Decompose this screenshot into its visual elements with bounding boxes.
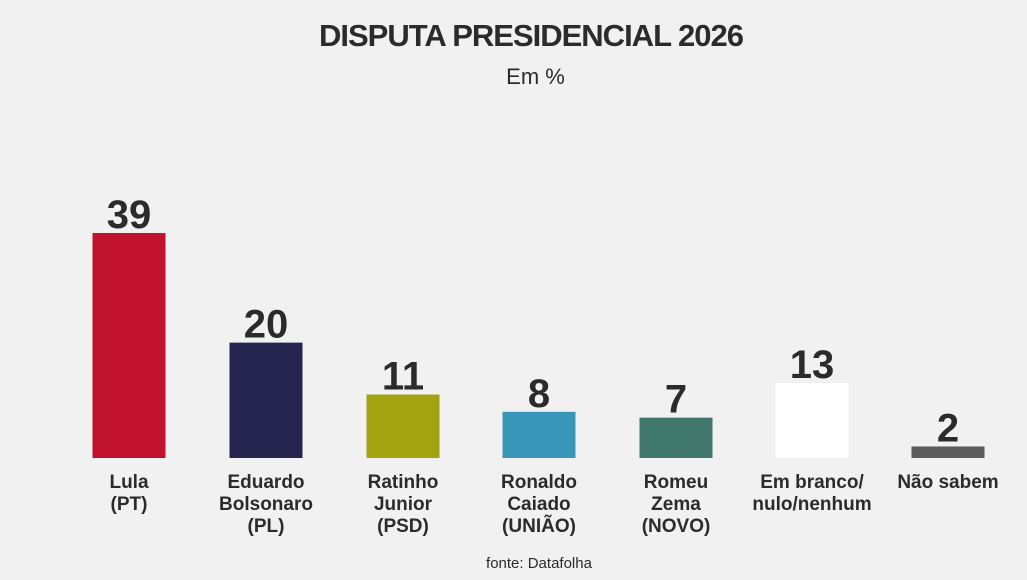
value-label: 13: [790, 343, 835, 387]
bar: [911, 446, 985, 458]
category-label-line: Ronaldo: [501, 472, 577, 493]
category-label-line: (PL): [248, 516, 285, 537]
category-label: Lula (PT): [109, 472, 148, 515]
value-label: 8: [528, 372, 550, 416]
value-label: 20: [244, 303, 289, 347]
category-label-line: Zema: [651, 494, 701, 515]
category-label-line: (PSD): [377, 516, 429, 537]
chart-title: DISPUTA PRESIDENCIAL 2026: [318, 18, 744, 53]
value-label: 11: [382, 355, 424, 399]
category-label-line: Bolsonaro: [219, 494, 313, 515]
category-label-line: (PT): [111, 494, 148, 515]
value-label: 39: [107, 193, 152, 237]
bar: [502, 411, 576, 458]
category-label-line: Ratinho: [368, 472, 439, 493]
category-label-line: (NOVO): [642, 516, 711, 537]
category-label: Ronaldo Caiado (UNIÃO): [501, 472, 577, 537]
bar: [366, 394, 440, 458]
category-label-line: nulo/nenhum: [752, 494, 871, 515]
bar: [229, 342, 303, 458]
category-label-line: (UNIÃO): [502, 515, 576, 537]
bar: [92, 233, 166, 458]
category-label-line: Lula: [109, 472, 148, 493]
category-label: Não sabem: [897, 472, 998, 493]
chart-subtitle: Em %: [506, 64, 565, 89]
category-label: Em branco/nulo/nenhum: [752, 472, 871, 515]
source-note: fonte: Datafolha: [486, 555, 592, 572]
category-label-line: Em branco/: [760, 472, 864, 493]
category-label-line: Romeu: [644, 472, 708, 493]
bar: [775, 383, 849, 458]
category-label-line: Caiado: [507, 494, 570, 515]
bar: [639, 417, 713, 458]
value-label: 2: [937, 406, 959, 450]
category-label-line: Junior: [374, 494, 433, 515]
category-label: Ratinho Junior (PSD): [368, 472, 439, 537]
category-label-line: Eduardo: [227, 472, 304, 493]
category-label: Romeu Zema (NOVO): [642, 472, 711, 537]
value-label: 7: [665, 378, 687, 422]
category-label: Eduardo Bolsonaro (PL): [219, 472, 313, 537]
category-label-line: Não sabem: [897, 472, 998, 493]
